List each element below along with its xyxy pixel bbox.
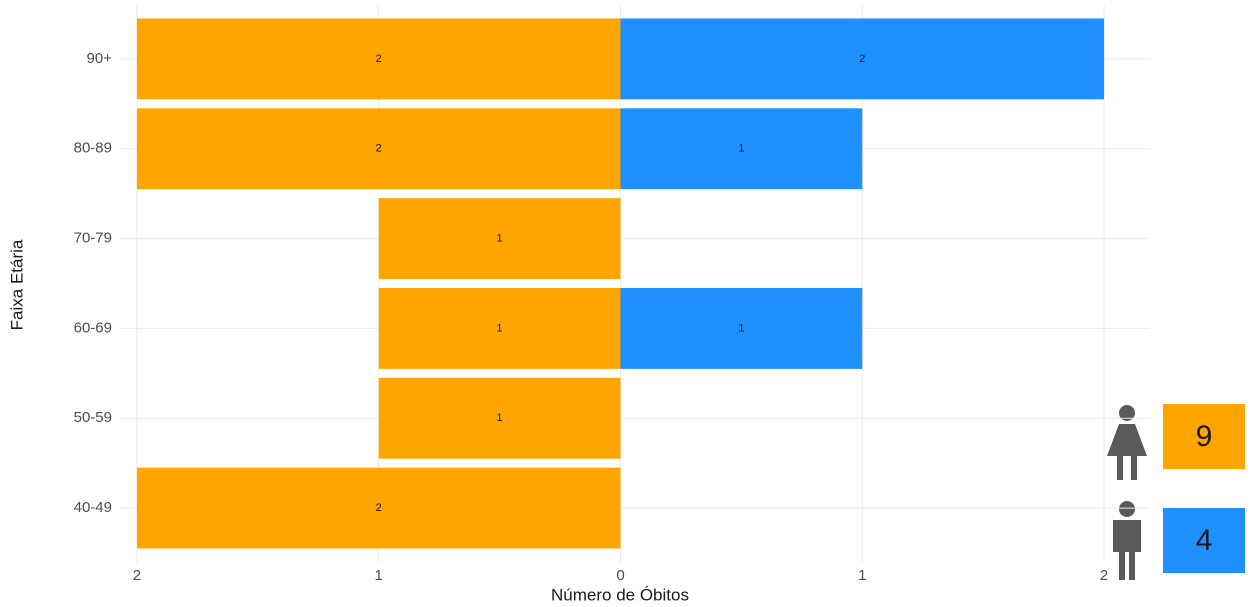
bar xyxy=(378,377,621,459)
bar xyxy=(620,108,863,190)
bar xyxy=(620,18,1105,100)
data-label: 1 xyxy=(497,232,503,244)
legend-box xyxy=(1163,508,1245,573)
y-tick-label: 90+ xyxy=(87,50,113,67)
y-tick-label: 80-89 xyxy=(74,140,112,157)
x-tick-label: 1 xyxy=(858,567,866,584)
data-label: 2 xyxy=(376,143,382,155)
data-label: 1 xyxy=(497,322,503,334)
bar xyxy=(136,467,621,549)
data-label: 1 xyxy=(738,322,744,334)
data-label: 1 xyxy=(738,143,744,155)
male-icon xyxy=(1113,501,1141,580)
female-icon xyxy=(1107,405,1147,480)
legend-total: 9 xyxy=(1196,420,1213,453)
legend-total: 4 xyxy=(1196,524,1213,557)
data-label: 2 xyxy=(376,502,382,514)
x-tick-label: 1 xyxy=(375,567,383,584)
legend-box xyxy=(1163,404,1245,469)
y-tick-label: 60-69 xyxy=(74,319,112,336)
data-label: 1 xyxy=(497,412,503,424)
bar xyxy=(136,108,621,190)
bar xyxy=(136,18,621,100)
data-label: 2 xyxy=(859,53,865,65)
x-tick-label: 0 xyxy=(616,567,624,584)
bar xyxy=(620,287,863,369)
x-axis-title: Número de Óbitos xyxy=(551,585,689,604)
bar xyxy=(378,198,621,280)
y-axis-title: Faixa Etária xyxy=(7,239,26,330)
y-tick-label: 70-79 xyxy=(74,230,112,247)
x-tick-label: 2 xyxy=(1100,567,1108,584)
y-tick-label: 50-59 xyxy=(74,409,112,426)
bar xyxy=(378,287,621,369)
x-tick-label: 2 xyxy=(133,567,141,584)
y-tick-label: 40-49 xyxy=(74,499,112,516)
data-label: 2 xyxy=(376,53,382,65)
